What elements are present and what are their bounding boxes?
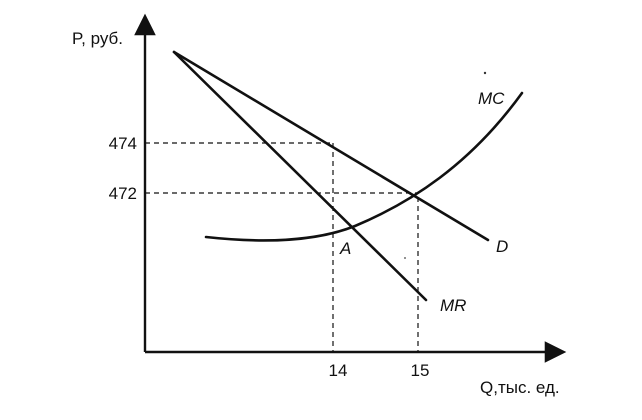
y-tick-472: 472 <box>109 184 137 203</box>
scan-speck <box>404 257 406 259</box>
y-tick-474: 474 <box>109 134 137 153</box>
mc-label: MC <box>478 89 505 108</box>
d-label: D <box>496 237 508 256</box>
mr-label: MR <box>440 296 466 315</box>
x-tick-15: 15 <box>411 361 430 380</box>
marginal-cost-curve <box>204 91 524 242</box>
scan-speck <box>483 71 487 75</box>
marginal-revenue-curve <box>172 50 428 302</box>
x-axis-label: Q,тыс. ед. <box>480 378 560 397</box>
x-tick-14: 14 <box>329 361 348 380</box>
demand-curve <box>172 50 490 242</box>
point-a-label: A <box>339 239 351 258</box>
y-axis-label: P, руб. <box>72 29 123 48</box>
